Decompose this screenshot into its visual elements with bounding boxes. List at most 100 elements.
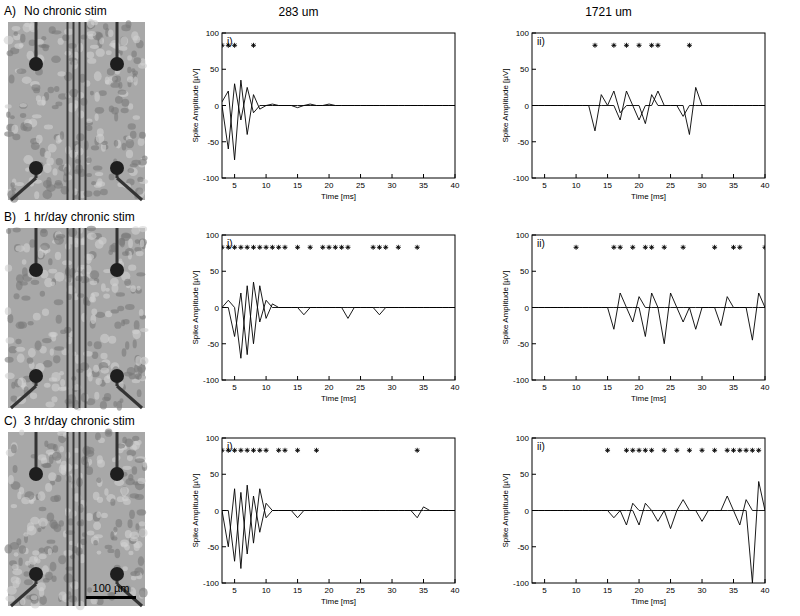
x-tick-label: 40 [761,181,770,190]
panel-title: 3 hr/day chronic stim [24,414,135,428]
y-tick [532,474,536,475]
x-tick [576,376,577,380]
x-tick [392,579,393,583]
spike-marker [643,448,648,453]
spike-marker [226,43,231,48]
micrograph [5,226,149,411]
y-tick-label: 0 [525,102,530,111]
spike-marker [383,245,388,250]
spike-marker [592,43,597,48]
spike-marker [611,43,616,48]
x-tick-label: 5 [542,586,547,595]
x-tick-label: 10 [572,383,581,392]
x-tick [607,376,608,380]
scale-bar [86,596,136,599]
spike-marker [649,43,654,48]
x-tick-label: 20 [325,586,334,595]
y-tick [222,583,226,584]
spike-marker [238,245,243,250]
x-tick [266,174,267,178]
spike-marker [270,245,275,250]
y-tick [222,271,226,272]
spike-marker [637,448,642,453]
plot-frame [532,235,765,380]
x-tick [576,174,577,178]
x-tick [297,376,298,380]
spike-marker [333,245,338,250]
spike-marker [314,448,319,453]
y-tick-label: 0 [215,507,220,516]
column-header: 1721 um [585,5,632,19]
x-tick-label: 25 [356,586,365,595]
spike-trace [532,91,765,120]
x-tick [360,376,361,380]
spike-marker [320,245,325,250]
panel-label: C) [4,414,17,428]
x-axis-label: Time [ms] [321,192,356,201]
x-tick-label: 20 [635,181,644,190]
spike-marker [415,448,420,453]
plot-frame [222,235,455,380]
y-tick-label: 50 [210,267,219,276]
x-tick [423,579,424,583]
x-tick [266,376,267,380]
x-tick [639,174,640,178]
x-tick [392,174,393,178]
x-tick [266,579,267,583]
spike-marker [662,448,667,453]
x-tick-label: 35 [419,586,428,595]
spike-marker [605,448,610,453]
y-tick-label: -100 [513,174,530,183]
x-tick-label: 15 [293,383,302,392]
scale-bar-label: 100 µm [93,582,130,594]
spike-marker [276,448,281,453]
x-tick-label: 30 [698,383,707,392]
spike-trace [532,293,765,340]
y-axis-label: Spike Amplitude [µV] [501,474,510,548]
spike-marker [681,245,686,250]
spike-marker [282,448,287,453]
x-tick-label: 40 [761,383,770,392]
spike-marker [687,448,692,453]
y-tick-label: 0 [525,304,530,313]
y-tick [532,33,536,34]
y-tick [222,546,226,547]
y-tick [222,178,226,179]
x-tick-label: 10 [572,181,581,190]
x-tick-label: 15 [603,586,612,595]
panel-sublabel: ii) [537,238,545,249]
x-tick-label: 35 [729,181,738,190]
spike-marker [245,245,250,250]
spike-marker [238,448,243,453]
spike-marker [643,245,648,250]
x-tick [765,174,766,178]
spike-trace [532,293,765,344]
spike-marker [222,245,225,250]
spike-marker [611,245,616,250]
x-tick [423,376,424,380]
y-tick-label: 50 [520,65,529,74]
spike-trace [222,80,455,160]
spike-marker [232,245,237,250]
spike-trace [222,286,455,359]
y-tick [222,343,226,344]
x-tick-label: 25 [666,383,675,392]
y-axis-label: Spike Amplitude [µV] [191,474,200,548]
spike-marker [295,448,300,453]
y-tick [222,69,226,70]
panel-title: 1 hr/day chronic stim [24,210,135,224]
spike-marker [232,448,237,453]
spike-marker [674,448,679,453]
y-tick-label: 50 [210,65,219,74]
spike-marker [712,245,717,250]
spike-marker [251,245,256,250]
column-header: 283 um [278,5,318,19]
spike-marker [308,245,313,250]
x-tick [360,579,361,583]
spike-marker [630,245,635,250]
x-tick [544,376,545,380]
x-tick [455,174,456,178]
y-tick [532,271,536,272]
x-tick [455,579,456,583]
spike-marker [245,448,250,453]
